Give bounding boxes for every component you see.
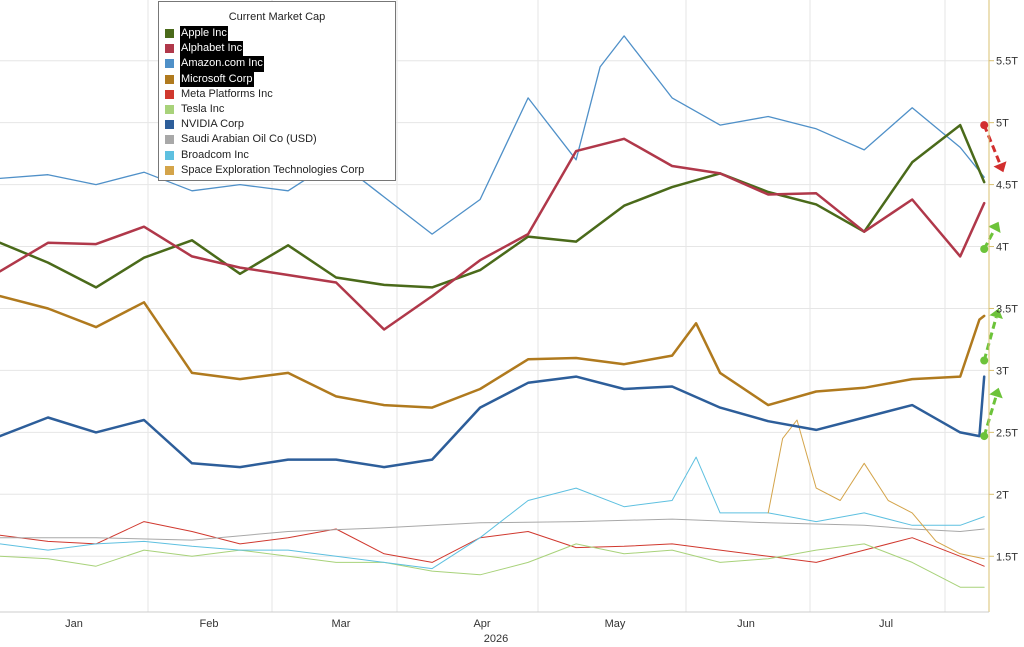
x-tick-label: Jun	[737, 618, 755, 630]
legend-item: Apple Inc	[165, 26, 395, 42]
legend-label: Broadcom Inc	[181, 148, 249, 161]
legend-label: Meta Platforms Inc	[181, 87, 273, 100]
legend-label: Space Exploration Technologies Corp	[181, 163, 365, 176]
y-axis-ticks: 1.5T 2T 2.5T 3T 3.5T 4T 4.5T 5T 5.5T	[989, 56, 1018, 563]
legend-item: Broadcom Inc	[165, 148, 395, 163]
legend-swatch	[165, 150, 174, 160]
series-line	[0, 518, 985, 541]
legend-swatch	[165, 44, 174, 54]
x-tick-label: Mar	[332, 618, 351, 630]
legend-label: Apple Inc	[180, 26, 228, 42]
legend-swatch	[165, 89, 174, 99]
series-line	[0, 543, 985, 588]
legend-swatch	[165, 135, 174, 145]
legend-item: Tesla Inc	[165, 102, 395, 117]
series-line	[0, 456, 985, 570]
legend-item: Alphabet Inc	[165, 41, 395, 57]
series-line	[0, 123, 986, 289]
legend-label: Alphabet Inc	[180, 41, 244, 57]
series-lines	[0, 35, 986, 588]
trend-arrows	[980, 121, 1007, 441]
x-tick-label: Jul	[879, 618, 893, 630]
legend-swatch	[165, 29, 174, 39]
series-line	[0, 521, 985, 567]
trend-arrow	[980, 221, 1001, 254]
series-line	[767, 419, 985, 560]
legend-label: Amazon.com Inc	[180, 56, 264, 72]
series-line	[0, 294, 986, 409]
y-tick-label: 3.5T	[996, 303, 1018, 315]
y-tick-label: 5T	[996, 118, 1009, 130]
legend-swatch	[165, 165, 174, 175]
legend-item: Space Exploration Technologies Corp	[165, 163, 395, 178]
legend-item: NVIDIA Corp	[165, 117, 395, 132]
y-tick-label: 5.5T	[996, 56, 1018, 68]
y-tick-label: 4T	[996, 242, 1009, 254]
grid-lines	[0, 0, 989, 612]
trend-arrow	[980, 121, 1007, 173]
y-tick-label: 3T	[996, 365, 1009, 377]
y-tick-label: 2.5T	[996, 427, 1018, 439]
y-tick-label: 4.5T	[996, 180, 1018, 192]
legend-swatch	[165, 120, 174, 130]
trend-arrow	[980, 387, 1003, 441]
legend-swatch	[165, 105, 174, 115]
legend-item: Amazon.com Inc	[165, 56, 395, 72]
series-line	[0, 35, 985, 235]
legend-item: Saudi Arabian Oil Co (USD)	[165, 132, 395, 147]
series-line	[0, 137, 986, 331]
legend: Current Market Cap Apple Inc Alphabet Inc…	[158, 1, 396, 181]
legend-label: NVIDIA Corp	[181, 118, 244, 131]
legend-label: Saudi Arabian Oil Co (USD)	[181, 133, 317, 146]
x-tick-label: Jan	[65, 618, 83, 630]
legend-label: Microsoft Corp	[180, 71, 254, 87]
legend-item: Microsoft Corp	[165, 71, 395, 87]
legend-list: Apple Inc Alphabet Inc Amazon.com Inc Micro…	[165, 26, 395, 178]
x-tick-label: May	[605, 618, 626, 630]
legend-item: Meta Platforms Inc	[165, 87, 395, 102]
y-tick-label: 1.5T	[996, 551, 1018, 563]
x-axis-label: 2026	[484, 633, 508, 645]
legend-swatch	[165, 59, 174, 69]
legend-label: Tesla Inc	[181, 102, 225, 115]
y-tick-label: 2T	[996, 489, 1009, 501]
x-axis-ticks: Jan Feb Mar Apr May Jun Jul	[65, 618, 893, 630]
x-tick-label: Apr	[473, 618, 490, 630]
trend-arrow	[980, 308, 1003, 365]
legend-title: Current Market Cap	[228, 11, 326, 23]
series-line	[0, 375, 986, 469]
x-tick-label: Feb	[200, 618, 219, 630]
legend-swatch	[165, 74, 174, 84]
